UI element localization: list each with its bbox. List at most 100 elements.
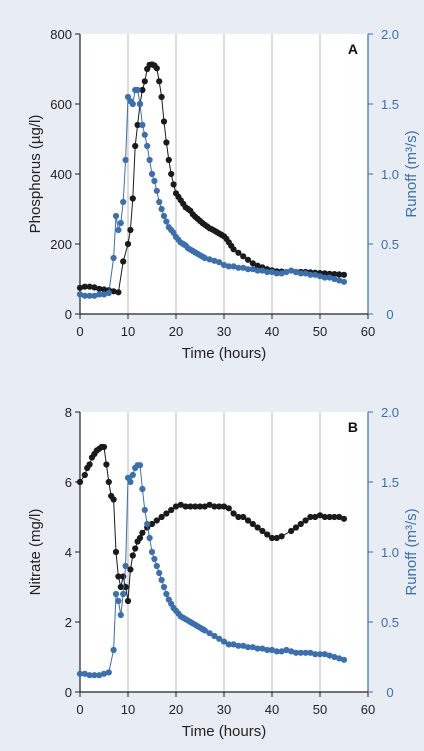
panel-a-series-runoff-point [96, 291, 103, 298]
panel-a-series-left-point [110, 288, 117, 295]
panel-b-series-left-point [182, 503, 189, 510]
panel-b-series-left-point [132, 545, 139, 552]
panel-a-series-left-point [170, 181, 177, 188]
panel-b-y-left-tick-label: 0 [65, 685, 72, 700]
panel-b-series-left-point [240, 513, 247, 521]
panel-b-y-right-tick-label: 1.5 [381, 475, 399, 490]
panel-a-y-left-axis-label: Phosphorus (µg/l) [27, 115, 44, 234]
panel-b-series-runoff-point [105, 669, 112, 676]
panel-a-series-runoff-point [211, 257, 218, 264]
panel-b-series-left-point [139, 529, 146, 536]
panel-b-y-right-axis-label: Runoff (m³/s) [403, 508, 420, 595]
panel-a-series-runoff-point [163, 218, 170, 225]
panel-b-series-left-point [312, 513, 319, 521]
panel-a-series-runoff-point [225, 263, 232, 270]
panel-a-series-left-point [165, 156, 172, 164]
panel-a-series-runoff-point [112, 212, 120, 220]
panel-a-series-runoff-point [216, 259, 223, 266]
panel-a-series-left-point [120, 258, 127, 265]
panel-a-y-left-tick-label: 600 [50, 97, 72, 112]
panel-b-y-left-axis-label: Nitrate (mg/l) [27, 509, 44, 596]
panel-a-series-left-point [249, 260, 256, 267]
panel-b-series-runoff-point [86, 672, 93, 679]
panel-b-series-left-point [297, 520, 304, 528]
panel-a-series-left-point [124, 240, 132, 248]
panel-a-series-runoff-point [340, 278, 348, 285]
panel-b-series-runoff-point [153, 562, 160, 570]
panel-a-series-runoff-point [201, 254, 208, 262]
panel-a-x-tick-label: 30 [217, 324, 231, 339]
panel-a-x-tick-label: 10 [121, 324, 135, 339]
panel-b-series-runoff-point [288, 648, 295, 655]
panel-b-y-right-tick-label: 0.5 [381, 615, 399, 630]
panel-a-series-left-point [100, 286, 108, 293]
panel-a-series-runoff-point [146, 156, 153, 164]
panel-b-series-left-point [112, 548, 120, 556]
panel-b-panel-letter: B [348, 419, 358, 435]
panel-a-series-runoff-point [249, 266, 256, 273]
panel-a-series-runoff-point [115, 226, 122, 234]
panel-b-series-left-point [172, 503, 180, 510]
panel-a-series-runoff-point [129, 100, 136, 108]
panel-b-series-left-point [177, 501, 184, 508]
panel-b-x-tick-label: 20 [169, 702, 183, 717]
panel-a-x-tick-label: 60 [361, 324, 375, 339]
panel-b-series-runoff-point [211, 632, 218, 640]
panel-b-series-runoff-point [278, 648, 285, 655]
panel-a-series-runoff-point [316, 273, 324, 280]
panel-b-series-left-point [331, 513, 338, 521]
panel-a-series-runoff-point [292, 268, 300, 276]
panel-a-series-runoff-point [312, 271, 319, 278]
panel-a-series-left-point [86, 283, 93, 290]
panel-b-series-runoff-point [100, 670, 108, 677]
panel-a-series-runoff-point [120, 198, 127, 206]
panel-a-series-left-point [115, 289, 122, 296]
panel-a-series-left-point [163, 139, 170, 146]
panel-a-series-runoff-point [100, 291, 108, 298]
panel-b-series-left-point [254, 524, 261, 531]
panel-a-series-runoff-point [139, 121, 146, 129]
panel-a-y-right-tick-label: 0 [386, 307, 393, 322]
panel-a-series-runoff-point [153, 187, 160, 194]
panel-a-series-runoff-point [105, 289, 112, 297]
panel-b-series-runoff-point [120, 590, 127, 598]
panel-a-y-left-tick-label: 0 [65, 307, 72, 322]
panel-b-series-runoff-point [201, 627, 208, 634]
panel-b-series-left-point [230, 510, 237, 517]
panel-b-series-runoff-point [283, 646, 290, 654]
panel-b-series-runoff-point [144, 520, 151, 528]
panel-b-series-runoff-point [206, 630, 213, 637]
panel-b-series-left-point [235, 513, 242, 521]
panel-b-series-left-point [196, 503, 204, 510]
panel-b-series-runoff-point [321, 651, 328, 658]
panel-b-series-left-point [124, 597, 132, 605]
panel-b-series-left-point [127, 566, 134, 573]
panel-b-x-tick-label: 40 [265, 702, 279, 717]
panel-a-series-runoff-point [148, 170, 156, 178]
panel-a-series-left-point [244, 256, 252, 263]
panel-b-y-left-tick-label: 2 [65, 615, 72, 630]
panel-b-y-left-tick-label: 8 [65, 405, 72, 420]
panel-b-series-runoff-point [129, 471, 136, 479]
panel-a-series-left-point [91, 284, 98, 291]
panel-b-series-left-point [103, 461, 110, 468]
panel-a-series-left-point [158, 93, 165, 101]
panel-a-series-runoff-point [288, 267, 295, 274]
panel-a-series-left-point [134, 121, 141, 129]
panel-a-series-left-point [340, 271, 348, 278]
panel-a-series-runoff-point [134, 86, 141, 94]
panel-b-series-runoff-point [81, 670, 88, 677]
panel-b-series-left-point [117, 583, 124, 591]
panel-b-series-left-point [340, 515, 348, 522]
panel-b-x-tick-label: 30 [217, 702, 231, 717]
panel-b-series-left-point [129, 552, 136, 559]
panel-b-series-runoff-point [220, 638, 228, 645]
panel-b-series-left-point [249, 520, 256, 528]
panel-b-series-runoff-point [230, 641, 237, 648]
panel-a-y-left-tick-label: 200 [50, 237, 72, 252]
panel-a-series-left-point [153, 65, 160, 72]
panel-b-series-runoff-point [331, 653, 338, 661]
panel-a-series-runoff-point [302, 270, 309, 277]
panel-b-series-left-point [211, 503, 218, 510]
panel-b-series-runoff-point [302, 649, 309, 656]
